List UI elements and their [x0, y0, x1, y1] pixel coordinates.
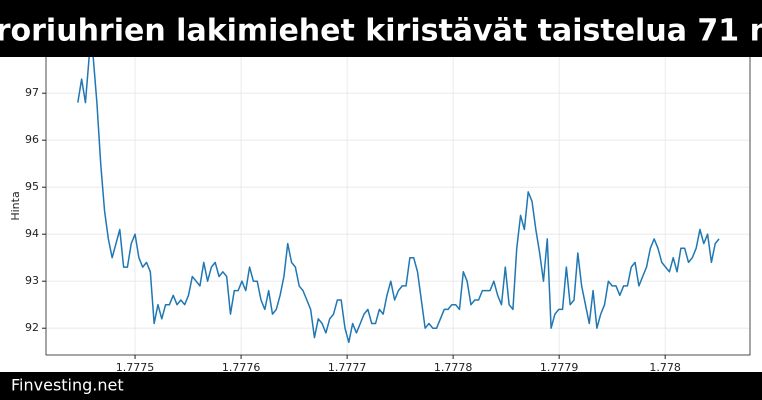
x-tick-label: 1.7775: [116, 361, 155, 374]
x-tick-label: 1.7778: [434, 361, 473, 374]
footer-brand: Finvesting.net: [11, 376, 124, 395]
x-tick-label: 1.7779: [540, 361, 579, 374]
y-tick-label: 95: [25, 180, 39, 193]
plot-frame: [45, 36, 751, 356]
y-tick-label: 97: [25, 86, 39, 99]
title: erroriuhrien lakimiehet kiristävät taist…: [0, 14, 762, 49]
price-line: [77, 54, 720, 344]
y-tick-label: 94: [25, 227, 39, 240]
footer-banner: [0, 372, 762, 400]
y-tick-label: 96: [25, 133, 39, 146]
y-tick-label: 92: [25, 321, 39, 334]
x-tick-label: 1.778: [649, 361, 681, 374]
title-banner: [0, 0, 762, 57]
x-tick-label: 1.7777: [328, 361, 367, 374]
y-axis-label: Hinta: [9, 191, 22, 220]
x-tick-label: 1.7776: [222, 361, 261, 374]
y-tick-label: 93: [25, 274, 39, 287]
